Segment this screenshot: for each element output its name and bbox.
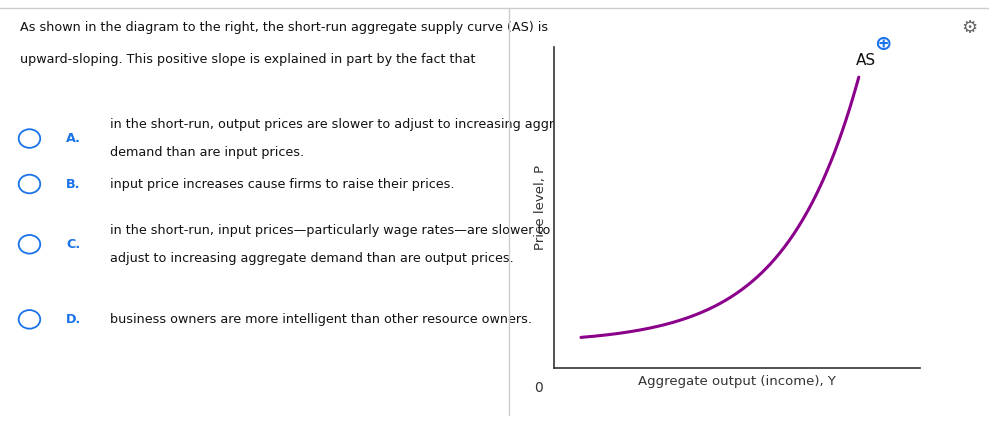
Text: business owners are more intelligent than other resource owners.: business owners are more intelligent tha… xyxy=(110,313,532,326)
Text: D.: D. xyxy=(66,313,81,326)
Text: ⊕: ⊕ xyxy=(874,34,892,55)
Text: C.: C. xyxy=(66,238,80,251)
Text: in the short-run, output prices are slower to adjust to increasing aggregate: in the short-run, output prices are slow… xyxy=(110,118,590,131)
Text: in the short-run, input prices—particularly wage rates—are slower to: in the short-run, input prices—particula… xyxy=(110,224,551,237)
Text: input price increases cause firms to raise their prices.: input price increases cause firms to rai… xyxy=(110,178,455,190)
Text: B.: B. xyxy=(66,178,80,190)
Text: 0: 0 xyxy=(534,381,543,395)
Text: ⚙: ⚙ xyxy=(961,19,977,37)
Y-axis label: Price level, P: Price level, P xyxy=(534,165,547,250)
Text: adjust to increasing aggregate demand than are output prices.: adjust to increasing aggregate demand th… xyxy=(110,252,514,264)
Text: As shown in the diagram to the right, the short-run aggregate supply curve (AS) : As shown in the diagram to the right, th… xyxy=(20,21,548,34)
X-axis label: Aggregate output (income), Y: Aggregate output (income), Y xyxy=(638,375,836,388)
Text: demand than are input prices.: demand than are input prices. xyxy=(110,146,305,159)
Text: A.: A. xyxy=(66,132,81,145)
Text: upward-sloping. This positive slope is explained in part by the fact that: upward-sloping. This positive slope is e… xyxy=(20,53,475,66)
Text: AS: AS xyxy=(855,53,875,68)
